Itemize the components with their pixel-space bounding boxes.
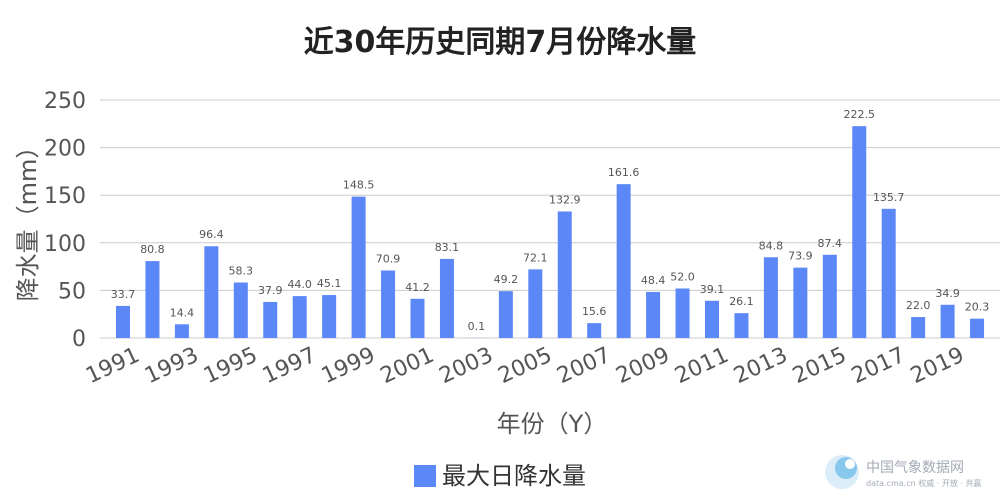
bar-2019 — [940, 304, 955, 338]
bar-2009 — [646, 291, 661, 338]
bar-2015 — [822, 254, 837, 338]
data-label-2010: 52.0 — [670, 270, 695, 283]
bar-2007 — [587, 323, 602, 338]
data-label-1997: 44.0 — [287, 278, 312, 291]
data-label-2003: 0.1 — [468, 320, 486, 333]
y-axis-label: 降水量（mm） — [14, 135, 42, 302]
y-tick-label: 250 — [44, 89, 86, 114]
x-tick-label: 2005 — [495, 343, 556, 389]
x-tick-label: 2013 — [730, 343, 791, 389]
x-tick-label: 2017 — [848, 343, 909, 389]
y-tick-label: 100 — [44, 232, 86, 257]
bar-2006 — [557, 211, 572, 338]
x-tick-label: 1993 — [141, 343, 202, 389]
data-label-2006: 132.9 — [549, 193, 581, 206]
bar-2011 — [705, 300, 719, 338]
x-tick-label: 2007 — [553, 343, 614, 389]
bar-1997 — [292, 296, 307, 338]
bar-2001 — [410, 298, 425, 338]
x-tick-label: 2019 — [907, 343, 968, 389]
data-label-1991: 33.7 — [111, 288, 136, 301]
data-label-2018: 22.0 — [906, 299, 931, 312]
bar-1994 — [204, 246, 219, 338]
bar-1999 — [351, 196, 366, 338]
bar-2010 — [675, 288, 690, 338]
data-label-1994: 96.4 — [199, 228, 224, 241]
x-tick-label: 2015 — [789, 343, 850, 389]
bar-2017 — [881, 208, 896, 338]
y-axis-ticks: 0 50 100 150 200 250 — [44, 89, 86, 352]
data-label-2013: 84.8 — [759, 239, 784, 252]
bar-2020 — [970, 318, 985, 338]
data-label-1993: 14.4 — [170, 306, 195, 319]
data-label-2000: 70.9 — [376, 253, 401, 266]
bar-2014 — [793, 267, 808, 338]
y-tick-label: 200 — [44, 137, 86, 162]
data-label-1998: 45.1 — [317, 277, 342, 290]
data-label-2001: 41.2 — [405, 281, 430, 294]
x-tick-label: 1991 — [82, 343, 143, 389]
y-tick-label: 150 — [44, 184, 86, 209]
data-label-1999: 148.5 — [343, 179, 375, 192]
grid-lines — [100, 99, 1000, 339]
x-axis-label: 年份（Y） — [497, 410, 608, 438]
data-label-2014: 73.9 — [788, 250, 813, 263]
data-label-2004: 49.2 — [494, 273, 519, 286]
bar-2000 — [381, 270, 396, 338]
data-labels: 33.7 80.8 14.4 96.4 58.3 37.9 44.0 45.1 148.5 70.… — [111, 108, 990, 333]
data-label-2017: 135.7 — [873, 191, 905, 204]
x-tick-label: 2003 — [436, 343, 497, 389]
watermark: 中国气象数据网 data.cma.cn 权威 · 开放 · 共赢 — [825, 455, 981, 489]
cma-logo-icon — [825, 455, 859, 489]
legend: 最大日降水量 — [414, 462, 586, 490]
legend-swatch — [414, 465, 436, 487]
bar-1995 — [233, 282, 248, 338]
chart-title: 近30年历史同期7月份降水量 — [304, 25, 697, 60]
data-label-2012: 26.1 — [729, 295, 754, 308]
data-label-1992: 80.8 — [140, 243, 165, 256]
data-label-1995: 58.3 — [229, 264, 254, 277]
bar-1992 — [145, 261, 160, 338]
legend-label: 最大日降水量 — [442, 462, 586, 490]
x-tick-label: 2011 — [671, 343, 732, 389]
bars — [116, 126, 985, 339]
x-tick-label: 2009 — [612, 343, 673, 389]
y-tick-label: 50 — [58, 279, 86, 304]
data-label-2016: 222.5 — [844, 108, 876, 121]
bar-2002 — [439, 258, 454, 338]
x-tick-label: 2001 — [377, 343, 438, 389]
data-label-2009: 48.4 — [641, 274, 666, 287]
data-label-2008: 161.6 — [608, 166, 640, 179]
data-label-2005: 72.1 — [523, 251, 548, 264]
y-tick-label: 0 — [72, 327, 86, 352]
bar-2012 — [734, 313, 749, 338]
data-label-2015: 87.4 — [818, 237, 843, 250]
x-tick-label: 1997 — [259, 343, 320, 389]
bar-1998 — [322, 295, 337, 338]
bar-1993 — [174, 324, 189, 338]
bar-2018 — [911, 317, 926, 338]
x-tick-label: 1999 — [318, 343, 379, 389]
data-label-2011: 39.1 — [700, 283, 725, 296]
data-label-2002: 83.1 — [435, 241, 460, 254]
data-label-2007: 15.6 — [582, 305, 607, 318]
bar-2004 — [498, 291, 513, 338]
data-label-1996: 37.9 — [258, 284, 283, 297]
bar-2013 — [763, 257, 778, 338]
data-label-2019: 34.9 — [935, 287, 960, 300]
bar-1991 — [116, 305, 130, 338]
x-axis-ticks: 1991199319951997199920012003200520072009… — [82, 343, 968, 389]
bar-2016 — [852, 126, 867, 339]
bar-2005 — [528, 269, 543, 338]
watermark-name: 中国气象数据网 — [866, 460, 964, 476]
watermark-subtitle: data.cma.cn 权威 · 开放 · 共赢 — [866, 478, 981, 488]
bar-2008 — [616, 184, 631, 338]
data-label-2020: 20.3 — [965, 301, 990, 314]
bar-1996 — [263, 301, 278, 338]
x-tick-label: 1995 — [200, 343, 261, 389]
